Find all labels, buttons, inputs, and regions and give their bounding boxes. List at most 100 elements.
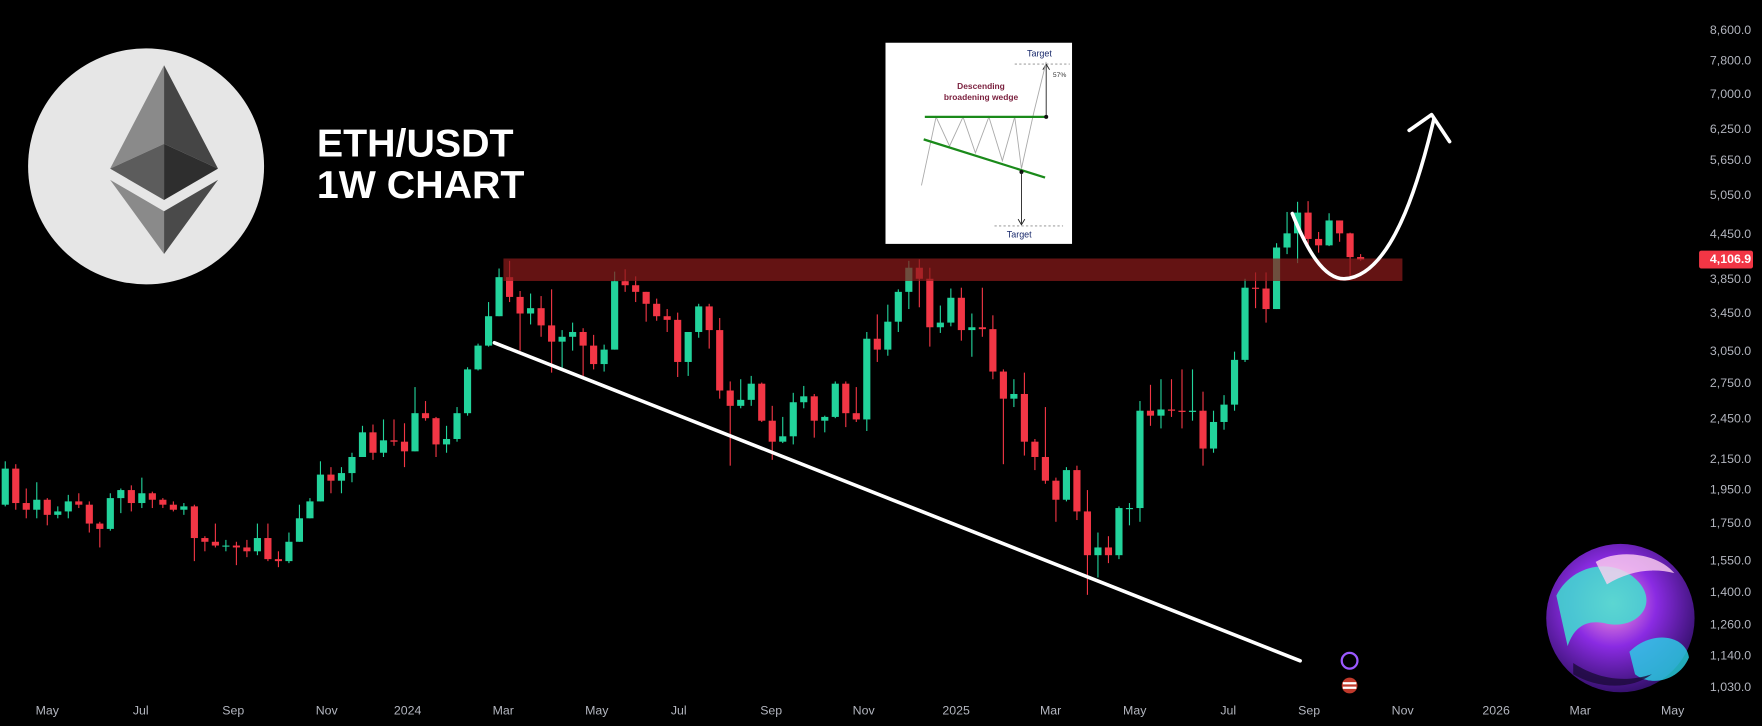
candle-body <box>327 474 335 481</box>
candle-body <box>316 474 325 502</box>
candle-body <box>285 541 293 562</box>
candle-body <box>1325 220 1333 246</box>
candle-body <box>1199 410 1207 449</box>
candle-body <box>737 399 745 406</box>
candle-body <box>758 383 766 421</box>
candle-body <box>747 383 755 400</box>
x-tick-label: Jul <box>133 704 149 718</box>
breakout-dot <box>1044 114 1049 119</box>
avatar-swirl <box>1573 663 1652 686</box>
inset-text: Target <box>1007 229 1032 239</box>
candle-body <box>337 473 346 481</box>
x-tick-label: 2026 <box>1482 704 1510 718</box>
candle-body <box>264 538 272 560</box>
candle-body <box>1125 508 1134 510</box>
candle-body <box>96 523 104 529</box>
y-tick-label: 5,650.0 <box>1710 153 1751 167</box>
candle-body <box>642 291 650 304</box>
candle-body <box>201 538 209 542</box>
logo-facet <box>164 143 219 201</box>
candle-body <box>999 371 1007 399</box>
inset-text: 57% <box>1053 72 1066 79</box>
candle-body <box>106 498 114 529</box>
x-tick-label: Nov <box>1392 704 1415 718</box>
x-tick-label: Mar <box>1570 704 1591 718</box>
candle-body <box>1346 233 1354 258</box>
axes: 1,030.0 1,140.0 1,260.0 1,400.0 1,550.0 1,750… <box>36 23 1754 718</box>
candle-body <box>1146 410 1155 416</box>
last-price-label: 4,106.9 <box>1710 252 1751 266</box>
breakdown-dot <box>1019 169 1024 174</box>
candle-body <box>1304 212 1312 239</box>
candle-body <box>800 396 808 403</box>
candle-body <box>957 297 965 331</box>
candle-body <box>684 331 692 362</box>
candle-body <box>779 436 787 442</box>
candle-body <box>138 493 146 504</box>
candle-body <box>548 325 556 342</box>
lower-wedge-line <box>923 138 1046 179</box>
candle-body <box>12 468 20 504</box>
candle-body <box>1 468 9 505</box>
candle-body <box>821 416 829 421</box>
flag-stripe <box>1342 686 1357 689</box>
inset-text: Target <box>1027 48 1052 58</box>
candle-body <box>1062 470 1070 500</box>
candle-body <box>1167 409 1176 411</box>
candle-body <box>1104 547 1113 556</box>
y-tick-label: 1,550.0 <box>1710 553 1751 567</box>
x-tick-label: Sep <box>760 704 782 718</box>
flag-icon[interactable] <box>1341 677 1358 694</box>
x-tick-label: Jul <box>1220 704 1236 718</box>
candle-body <box>127 490 135 504</box>
avatar <box>1546 543 1695 693</box>
candle-body <box>1251 287 1260 289</box>
y-tick-label: 3,450.0 <box>1710 306 1751 320</box>
candle-body <box>180 506 188 510</box>
y-tick-label: 1,260.0 <box>1710 617 1751 631</box>
candle-body <box>1136 410 1144 509</box>
y-tick-label: 1,750.0 <box>1710 516 1751 530</box>
candle-body <box>989 329 997 372</box>
candle-body <box>253 538 261 552</box>
candle-body <box>1209 421 1218 449</box>
arrow-tip <box>1017 218 1026 226</box>
candle-body <box>295 518 304 542</box>
candle-body <box>390 440 398 442</box>
candle-body <box>947 297 955 323</box>
candle-body <box>232 545 240 548</box>
candle-body <box>695 306 703 332</box>
candle-body <box>400 441 409 452</box>
trend-line <box>492 340 1302 663</box>
y-tick-label: 1,400.0 <box>1710 585 1751 599</box>
logo-facet <box>110 143 165 201</box>
candle-body <box>894 291 902 322</box>
x-tick-label: Nov <box>853 704 876 718</box>
candle-body <box>274 559 282 562</box>
candle-body <box>1336 220 1344 234</box>
x-tick-label: 2025 <box>942 704 970 718</box>
arrow-head <box>1407 112 1452 144</box>
logo-facet <box>110 179 165 254</box>
candle-body <box>442 438 451 445</box>
x-tick-label: Mar <box>1040 704 1061 718</box>
candle-body <box>43 499 51 515</box>
candle-body <box>117 490 125 499</box>
avatar-swirl <box>1595 554 1675 585</box>
candle-body <box>705 306 713 331</box>
candle-body <box>1083 511 1092 556</box>
y-tick-label: 1,950.0 <box>1710 482 1751 496</box>
candle-body <box>1073 470 1081 512</box>
candle-body <box>54 511 62 515</box>
candle-body <box>579 331 587 346</box>
eth-logo <box>28 48 265 285</box>
alert-icon[interactable] <box>1340 651 1359 670</box>
candle-body <box>75 501 83 505</box>
candle-body <box>863 338 871 420</box>
title-line: 1W CHART <box>317 163 525 207</box>
x-tick-label: May <box>1661 704 1685 718</box>
candle-body <box>810 396 818 421</box>
